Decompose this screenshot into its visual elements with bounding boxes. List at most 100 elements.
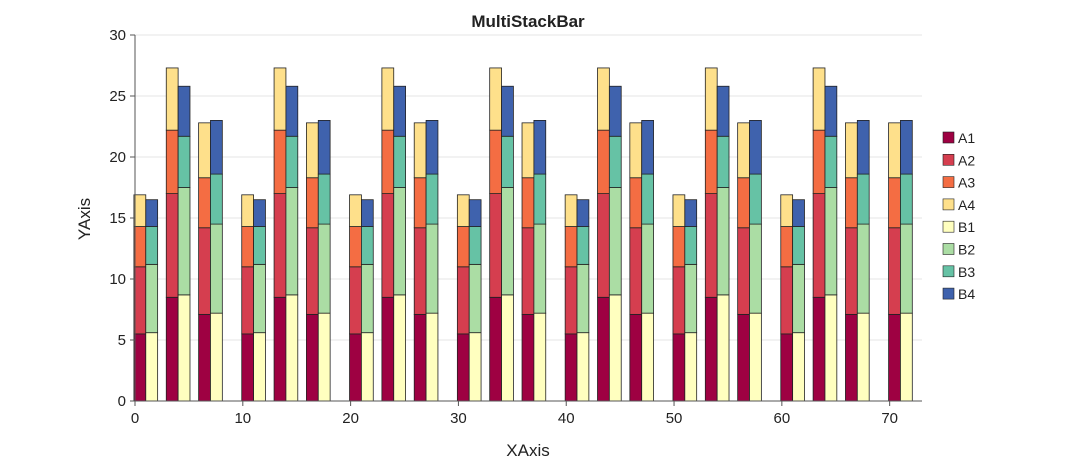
bar-segment-b2 bbox=[900, 223, 913, 314]
y-axis-title: YAxis bbox=[75, 198, 94, 240]
bar-segment-a4 bbox=[597, 67, 610, 131]
bar-segment-a3 bbox=[629, 177, 643, 229]
bar-segment-b4 bbox=[177, 85, 191, 137]
bar-segment-a1 bbox=[273, 296, 287, 402]
bars-layer bbox=[133, 67, 913, 402]
legend-label-a3: A3 bbox=[958, 175, 975, 191]
bar-segment-a3 bbox=[845, 177, 858, 229]
bar-segment-b3 bbox=[533, 173, 547, 225]
bar-segment-b1 bbox=[468, 332, 482, 402]
legend-label-b3: B3 bbox=[958, 264, 975, 280]
bar-segment-a2 bbox=[273, 193, 287, 298]
legend-swatch-b1 bbox=[942, 220, 955, 233]
bar-segment-b3 bbox=[393, 135, 406, 188]
bar-segment-a4 bbox=[489, 67, 502, 131]
bar-segment-b4 bbox=[285, 85, 299, 137]
bar-segment-b4 bbox=[684, 199, 698, 227]
bar-segment-b3 bbox=[608, 135, 622, 188]
legend-swatch-b2 bbox=[942, 243, 955, 255]
bar-segment-a3 bbox=[489, 129, 502, 195]
bar-segment-b4 bbox=[253, 199, 266, 227]
bar-segment-a3 bbox=[241, 226, 254, 268]
bar-segment-a1 bbox=[672, 333, 686, 402]
bar-segment-b3 bbox=[856, 173, 870, 225]
y-tick-label: 30 bbox=[109, 27, 126, 44]
bar-segment-b3 bbox=[425, 173, 439, 225]
bar-segment-a3 bbox=[812, 129, 826, 195]
bar-segment-b4 bbox=[425, 120, 439, 175]
legend: A1 A2 A3 A4 B1 B2 B3 B4 bbox=[942, 130, 975, 302]
bar-segment-b4 bbox=[716, 85, 730, 137]
bar-segment-b1 bbox=[792, 332, 805, 402]
bar-segment-b4 bbox=[145, 199, 159, 227]
legend-swatch-b3 bbox=[942, 265, 955, 278]
y-tick-label: 25 bbox=[109, 88, 126, 105]
bar-segment-a3 bbox=[597, 129, 610, 195]
bar-segment-b2 bbox=[792, 263, 805, 334]
bar-segment-a3 bbox=[198, 177, 211, 229]
bar-segment-b3 bbox=[253, 226, 266, 265]
bar-segment-a1 bbox=[564, 333, 578, 402]
bar-segment-b1 bbox=[393, 294, 406, 402]
bar-segment-b1 bbox=[900, 312, 913, 402]
legend-label-a1: A1 bbox=[958, 130, 975, 146]
bar-segment-a1 bbox=[704, 296, 718, 402]
legend-swatch-b4 bbox=[942, 287, 955, 300]
bar-segment-b1 bbox=[716, 294, 730, 402]
bar-segment-a3 bbox=[780, 226, 794, 268]
bar-segment-a2 bbox=[456, 266, 470, 335]
bar-segment-b2 bbox=[253, 263, 266, 334]
bar-segment-a2 bbox=[845, 227, 858, 315]
bar-segment-b4 bbox=[393, 85, 406, 137]
bar-segment-a3 bbox=[564, 226, 578, 268]
bar-segment-a4 bbox=[241, 194, 254, 227]
legend-label-a4: A4 bbox=[958, 197, 975, 213]
bar-segment-a3 bbox=[456, 226, 470, 268]
bar-segment-b2 bbox=[145, 263, 159, 334]
bar-segment-b1 bbox=[641, 312, 654, 402]
bar-segment-a2 bbox=[672, 266, 686, 335]
bar-segment-b3 bbox=[576, 226, 590, 265]
bar-segment-a1 bbox=[489, 296, 502, 402]
bar-segment-b3 bbox=[749, 173, 762, 225]
bar-segment-b1 bbox=[253, 332, 266, 402]
bar-segment-b2 bbox=[684, 263, 698, 334]
bar-segment-b3 bbox=[317, 173, 331, 225]
bar-segment-a4 bbox=[629, 122, 643, 179]
bar-segment-a2 bbox=[306, 227, 319, 315]
bar-segment-b1 bbox=[749, 312, 762, 402]
bar-segment-a4 bbox=[780, 194, 794, 227]
x-tick-label: 0 bbox=[131, 410, 139, 427]
bar-segment-b4 bbox=[576, 199, 590, 227]
legend-swatch-a3 bbox=[942, 176, 955, 188]
bar-segment-a1 bbox=[845, 313, 858, 402]
bar-segment-b4 bbox=[824, 85, 838, 137]
bar-segment-b1 bbox=[576, 332, 590, 402]
bar-segment-b4 bbox=[533, 120, 547, 175]
bar-segment-a3 bbox=[737, 177, 750, 229]
bar-segment-b3 bbox=[716, 135, 730, 188]
bar-segment-a2 bbox=[597, 193, 610, 298]
bar-segment-b2 bbox=[210, 223, 223, 314]
bar-segment-a3 bbox=[273, 129, 287, 195]
bar-segment-b2 bbox=[824, 187, 838, 296]
bar-segment-b3 bbox=[824, 135, 838, 188]
bar-segment-a2 bbox=[349, 266, 362, 335]
bar-segment-a1 bbox=[198, 313, 211, 402]
bar-segment-b3 bbox=[501, 135, 514, 188]
x-tick-label: 30 bbox=[450, 410, 467, 427]
legend-swatch-a2 bbox=[942, 154, 955, 166]
legend-label-b2: B2 bbox=[958, 242, 975, 258]
bar-segment-b1 bbox=[856, 312, 870, 402]
legend-label-b4: B4 bbox=[958, 286, 975, 302]
bar-segment-a4 bbox=[812, 67, 826, 131]
bar-segment-a3 bbox=[381, 129, 395, 195]
bar-segment-b2 bbox=[608, 187, 622, 296]
bar-segment-b1 bbox=[360, 332, 374, 402]
bar-segment-b4 bbox=[210, 120, 223, 175]
bar-segment-b2 bbox=[641, 223, 654, 314]
bar-segment-b4 bbox=[900, 120, 913, 175]
bar-segment-a4 bbox=[413, 122, 427, 179]
bar-segment-b2 bbox=[716, 187, 730, 296]
